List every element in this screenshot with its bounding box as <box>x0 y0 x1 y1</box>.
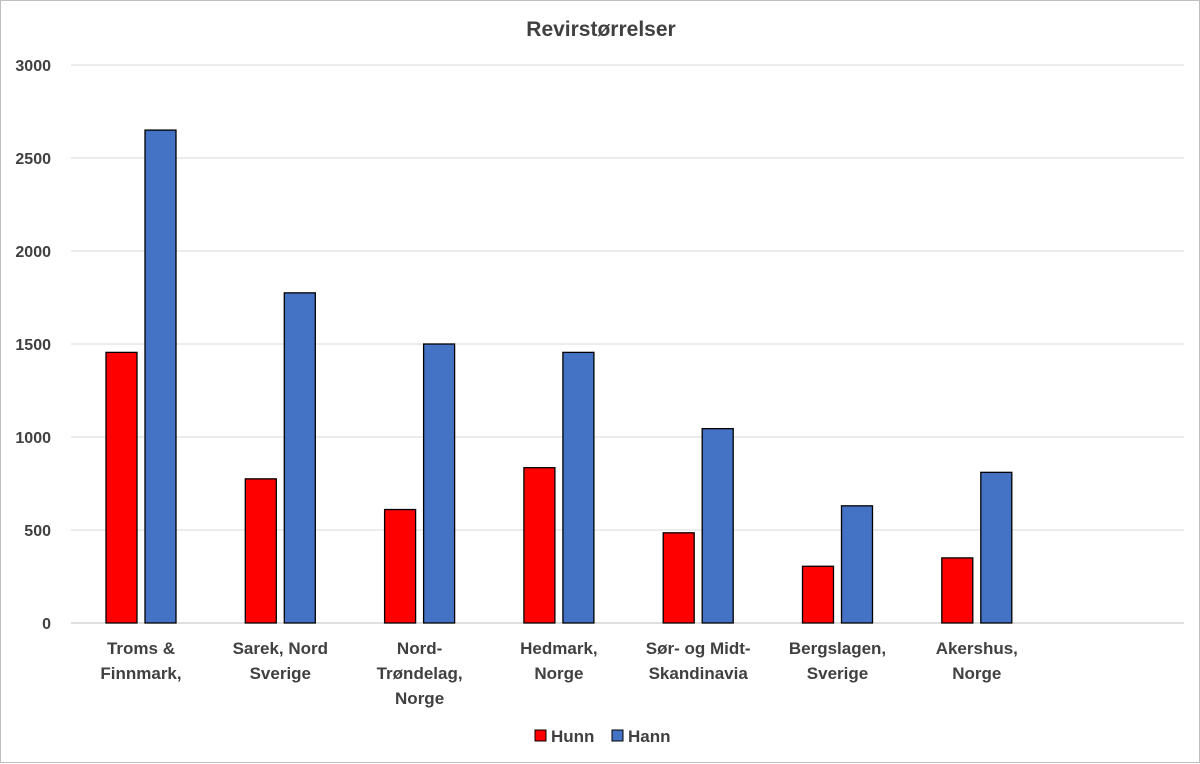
bar-hunn <box>801 565 835 624</box>
x-tick-label: Troms & Finnmark, <box>100 639 181 683</box>
x-tick-label: Sør- og Midt-Skandinavia <box>646 639 751 683</box>
bar-hunn <box>383 508 417 624</box>
bar-hann <box>562 351 595 624</box>
y-tick-label: 1000 <box>15 430 51 447</box>
y-tick-label: 500 <box>24 523 51 540</box>
x-tick-label: Hedmark, Norge <box>520 639 597 683</box>
y-tick-label: 2500 <box>15 151 51 168</box>
legend-swatch-hann <box>611 729 624 742</box>
bar-hann <box>144 129 177 624</box>
legend-label-hunn: Hunn <box>551 727 594 746</box>
bar-hunn <box>523 467 556 624</box>
bar-hunn <box>105 351 138 624</box>
legend: Hunn Hann <box>534 727 671 746</box>
bar-hunn <box>662 532 695 624</box>
bar-hann <box>283 292 316 624</box>
y-axis-ticks: 0 500 1000 1500 2000 2500 3000 <box>15 58 51 633</box>
x-axis-ticks: Troms & Finnmark, Sarek, Nord Sverige Nord-T… <box>100 639 1018 708</box>
x-tick-label: Sarek, Nord Sverige <box>233 639 328 683</box>
y-tick-label: 2000 <box>15 244 51 261</box>
chart-title: Revirstørrelser <box>526 18 675 41</box>
legend-swatch-hunn <box>534 729 547 742</box>
bar-hunn <box>941 557 974 624</box>
bar-hunn <box>244 478 277 624</box>
legend-label-hann: Hann <box>628 727 671 746</box>
bar-hann <box>840 505 874 624</box>
bar-hann <box>422 343 456 624</box>
gridlines <box>71 64 1184 624</box>
x-tick-label: Akershus, Norge <box>936 639 1018 683</box>
x-tick-label: Bergslagen, Sverige <box>789 639 886 683</box>
y-tick-label: 3000 <box>15 58 51 75</box>
y-tick-label: 0 <box>42 616 51 633</box>
x-tick-label: Nord-Trøndelag, Norge <box>377 639 463 708</box>
bar-hann <box>701 427 734 624</box>
bars <box>105 129 1013 624</box>
bar-hann <box>980 471 1013 624</box>
y-tick-label: 1500 <box>15 337 51 354</box>
